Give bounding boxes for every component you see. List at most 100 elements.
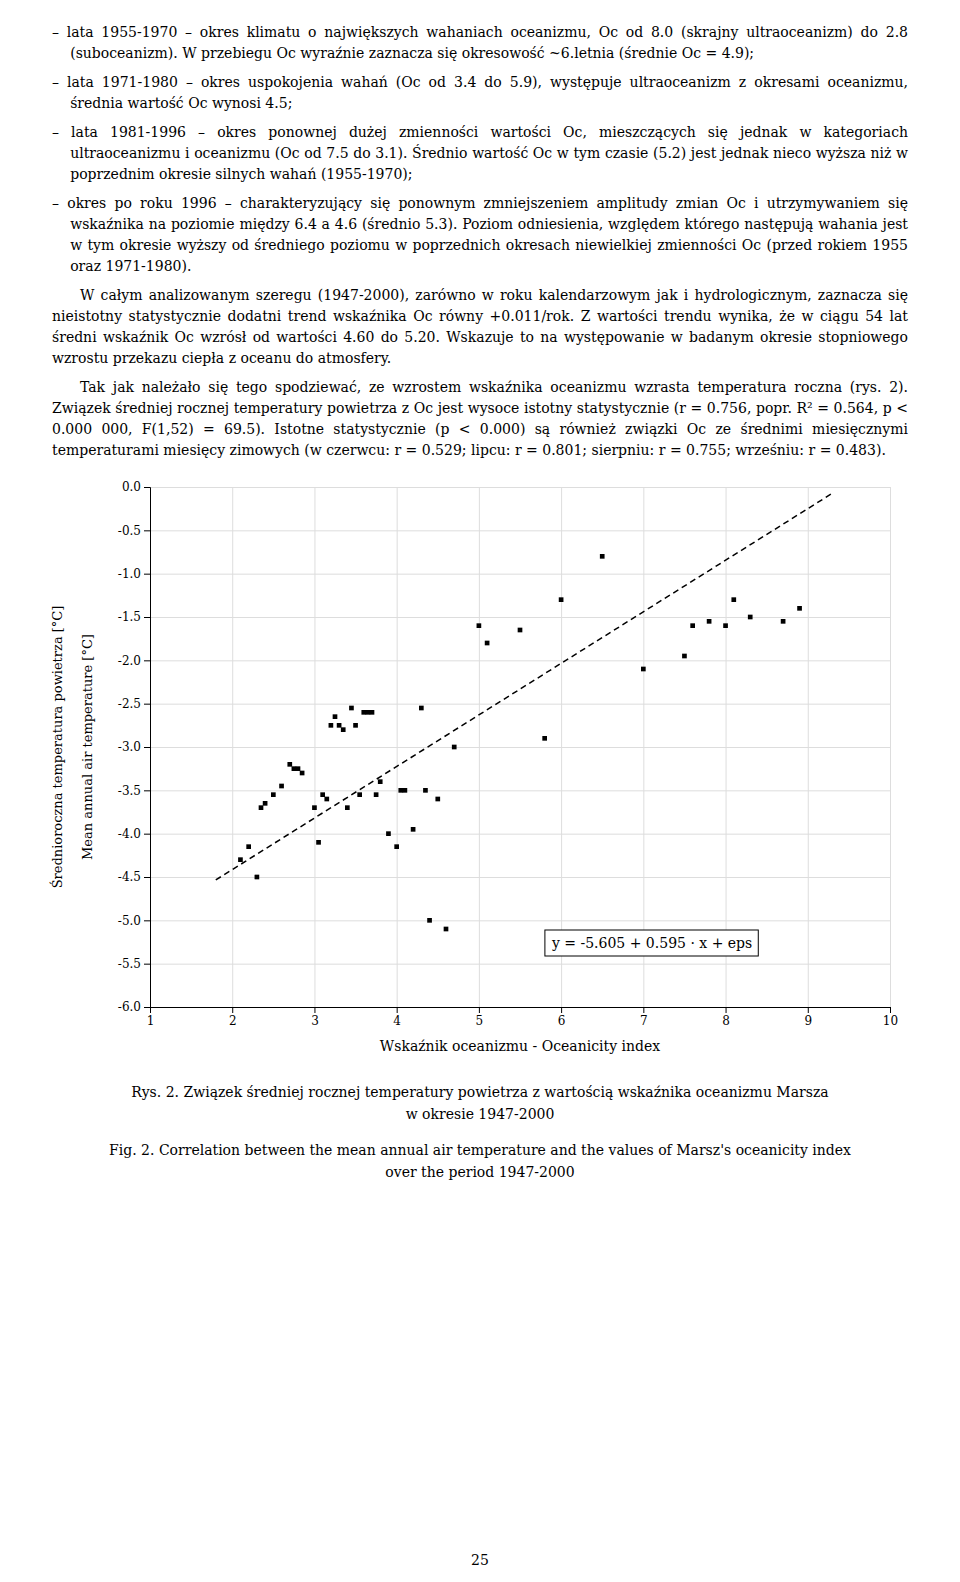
x-tick-label: 3 bbox=[311, 1014, 319, 1028]
paragraph: – lata 1971-1980 – okres uspokojenia wah… bbox=[52, 72, 908, 114]
scatter-point bbox=[341, 727, 346, 732]
scatter-point bbox=[333, 714, 338, 719]
y-tick-label: -1.5 bbox=[118, 610, 141, 624]
scatter-point bbox=[731, 597, 736, 602]
y-tick-label: -5.0 bbox=[118, 914, 141, 928]
scatter-point bbox=[707, 619, 712, 624]
y-tick: -4.5 bbox=[118, 870, 150, 884]
grid-line bbox=[150, 487, 890, 488]
y-tick-mark bbox=[144, 574, 150, 575]
grid-line bbox=[150, 834, 890, 835]
x-tick-label: 4 bbox=[393, 1014, 401, 1028]
paragraph: W całym analizowanym szeregu (1947-2000)… bbox=[52, 285, 908, 369]
scatter-point bbox=[394, 844, 399, 849]
scatter-point bbox=[690, 623, 695, 628]
grid-line bbox=[150, 790, 890, 791]
y-tick: -3.0 bbox=[118, 740, 150, 754]
scatter-point bbox=[398, 788, 403, 793]
scatter-point bbox=[423, 788, 428, 793]
page-number: 25 bbox=[0, 1552, 960, 1568]
scatter-point bbox=[419, 706, 424, 711]
scatter-point bbox=[324, 797, 329, 802]
grid-tick bbox=[890, 487, 891, 1007]
y-tick: -6.0 bbox=[118, 1000, 150, 1014]
grid-line bbox=[150, 660, 890, 661]
scatter-point bbox=[435, 797, 440, 802]
x-tick-label: 8 bbox=[722, 1014, 730, 1028]
x-tick-label: 10 bbox=[883, 1014, 898, 1028]
scatter-point bbox=[682, 654, 687, 659]
y-tick-mark bbox=[144, 660, 150, 661]
x-tick-mark bbox=[890, 1007, 891, 1013]
paragraph: – lata 1981-1996 – okres ponownej dużej … bbox=[52, 122, 908, 185]
scatter-point bbox=[723, 623, 728, 628]
y-tick-mark bbox=[144, 704, 150, 705]
y-tick: -5.5 bbox=[118, 957, 150, 971]
scatter-point bbox=[477, 623, 482, 628]
paragraph: Tak jak należało się tego spodziewać, ze… bbox=[52, 377, 908, 461]
y-tick-mark bbox=[144, 530, 150, 531]
x-tick-label: 6 bbox=[558, 1014, 566, 1028]
grid-tick bbox=[150, 964, 890, 965]
scatter-point bbox=[559, 597, 564, 602]
chart: 123456789100.0-0.5-1.0-1.5-2.0-2.5-3.0-3… bbox=[0, 475, 960, 1375]
y-tick-label: -2.0 bbox=[118, 654, 141, 668]
x-axis: 12345678910 bbox=[147, 1007, 898, 1028]
scatter-point bbox=[797, 606, 802, 611]
scatter-point bbox=[349, 706, 354, 711]
scatter-point bbox=[748, 615, 753, 620]
grid-line bbox=[150, 964, 890, 965]
scatter-point bbox=[444, 927, 449, 932]
x-tick-mark bbox=[397, 1007, 398, 1013]
y-tick: -3.5 bbox=[118, 784, 150, 798]
x-tick-mark bbox=[479, 1007, 480, 1013]
y-axis-line bbox=[144, 488, 151, 1008]
x-tick: 6 bbox=[558, 1007, 566, 1028]
y-axis-title: Mean annual air temperature [°C] bbox=[80, 634, 95, 860]
grid-tick bbox=[150, 704, 890, 705]
x-tick-label: 9 bbox=[804, 1014, 812, 1028]
scatter-point bbox=[263, 801, 268, 806]
y-tick-mark bbox=[144, 487, 150, 488]
y-tick: 0.0 bbox=[122, 480, 150, 494]
scatter-point bbox=[403, 788, 408, 793]
y-tick-mark bbox=[144, 790, 150, 791]
scatter-point bbox=[271, 792, 276, 797]
scatter-point bbox=[427, 918, 432, 923]
x-tick: 4 bbox=[393, 1007, 401, 1028]
scatter-point bbox=[452, 745, 457, 750]
scatter-point bbox=[781, 619, 786, 624]
y-tick-label: -5.5 bbox=[118, 957, 141, 971]
grid-line bbox=[150, 574, 890, 575]
scatter-point bbox=[287, 762, 292, 767]
scatter-point bbox=[357, 792, 362, 797]
grid-tick bbox=[150, 660, 890, 661]
scatter-point bbox=[378, 779, 383, 784]
grid-tick bbox=[150, 617, 890, 618]
x-tick: 3 bbox=[311, 1007, 319, 1028]
y-tick-label: -3.0 bbox=[118, 740, 141, 754]
y-tick-mark bbox=[144, 747, 150, 748]
y-tick-label: -1.0 bbox=[118, 567, 141, 581]
y-tick-mark bbox=[144, 617, 150, 618]
caption: Fig. 2. Correlation between the mean ann… bbox=[109, 1142, 851, 1158]
y-axis: 0.0-0.5-1.0-1.5-2.0-2.5-3.0-3.5-4.0-4.5-… bbox=[118, 480, 151, 1014]
y-tick: -2.0 bbox=[118, 654, 150, 668]
caption: Rys. 2. Związek średniej rocznej tempera… bbox=[131, 1084, 828, 1100]
y-tick-label: -3.5 bbox=[118, 784, 141, 798]
equation-frame bbox=[545, 930, 758, 956]
x-tick-label: 7 bbox=[640, 1014, 648, 1028]
x-tick-mark bbox=[643, 1007, 644, 1013]
x-tick: 5 bbox=[476, 1007, 484, 1028]
x-tick-mark bbox=[726, 1007, 727, 1013]
caption: over the period 1947-2000 bbox=[385, 1164, 574, 1180]
y-tick: -1.5 bbox=[118, 610, 150, 624]
grid-tick bbox=[150, 530, 890, 531]
equation: y = -5.605 + 0.595 · x + eps bbox=[551, 935, 752, 951]
scatter-point bbox=[386, 831, 391, 836]
scatter-point bbox=[370, 710, 375, 715]
x-tick: 9 bbox=[804, 1007, 812, 1028]
grid-tick bbox=[150, 790, 890, 791]
y-tick-label: 0.0 bbox=[122, 480, 141, 494]
scatter-point bbox=[518, 628, 523, 633]
